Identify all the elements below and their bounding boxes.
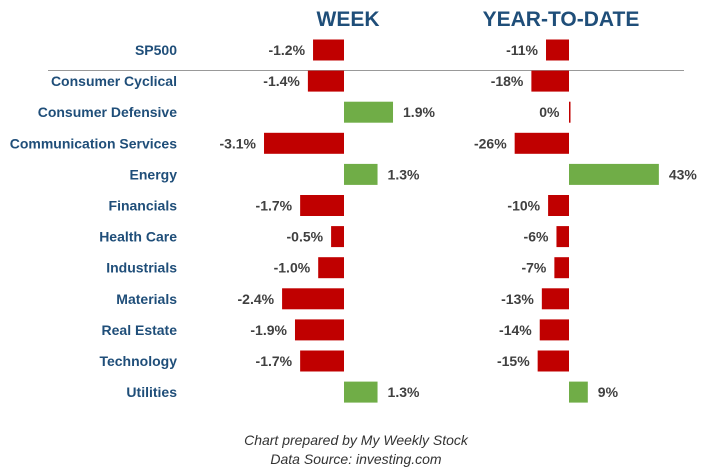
category-label-technology: Technology: [99, 353, 177, 369]
ytd-bar-energy: [569, 163, 659, 185]
week-value-label-industrials: -1.0%: [274, 260, 311, 276]
ytd-bar-technology: [537, 350, 569, 372]
ytd-value-label-energy: 43%: [669, 166, 698, 182]
ytd-value-label-sp500: -11%: [506, 42, 538, 58]
ytd-value-label-consumer-cyclical: -18%: [491, 73, 524, 89]
week-bar-communication-services: [264, 132, 344, 154]
week-value-label-consumer-defensive: 1.9%: [403, 104, 435, 120]
footer-credit: Chart prepared by My Weekly Stock: [244, 432, 468, 448]
week-bar-financials: [300, 195, 344, 216]
week-value-label-sp500: -1.2%: [268, 42, 305, 58]
category-label-consumer-defensive: Consumer Defensive: [38, 104, 177, 120]
week-value-label-financials: -1.7%: [256, 198, 293, 214]
category-label-real-estate: Real Estate: [102, 322, 178, 338]
week-bar-utilities: [344, 381, 378, 403]
ytd-panel-title: YEAR-TO-DATE: [483, 8, 640, 31]
category-label-energy: Energy: [130, 166, 178, 182]
week-value-label-materials: -2.4%: [238, 291, 275, 307]
category-label-financials: Financials: [109, 198, 178, 214]
week-value-label-energy: 1.3%: [388, 166, 420, 182]
week-value-label-real-estate: -1.9%: [250, 322, 287, 338]
ytd-bar-consumer-defensive: [569, 101, 571, 123]
ytd-bar-sp500: [546, 39, 569, 61]
week-panel-title: WEEK: [317, 8, 380, 31]
week-bar-consumer-defensive: [344, 101, 394, 123]
week-value-label-technology: -1.7%: [256, 353, 293, 369]
week-value-label-communication-services: -3.1%: [219, 135, 256, 151]
ytd-bar-utilities: [569, 381, 588, 403]
week-bar-industrials: [318, 257, 344, 279]
ytd-value-label-consumer-defensive: 0%: [539, 104, 560, 120]
category-label-materials: Materials: [116, 291, 177, 307]
ytd-bar-industrials: [554, 257, 569, 279]
week-bar-consumer-cyclical: [307, 70, 344, 92]
ytd-value-label-utilities: 9%: [598, 384, 619, 400]
week-bar-health-care: [331, 226, 344, 248]
week-bar-energy: [344, 163, 378, 185]
ytd-bar-consumer-cyclical: [531, 70, 569, 92]
ytd-bar-communication-services: [514, 132, 569, 154]
ytd-value-label-financials: -10%: [507, 198, 540, 214]
category-label-health-care: Health Care: [99, 229, 177, 245]
category-label-sp500: SP500: [135, 42, 177, 58]
category-label-industrials: Industrials: [106, 260, 177, 276]
ytd-value-label-industrials: -7%: [521, 260, 546, 276]
ytd-value-label-health-care: -6%: [524, 229, 549, 245]
week-value-label-health-care: -0.5%: [287, 229, 324, 245]
week-value-label-consumer-cyclical: -1.4%: [263, 73, 300, 89]
category-label-consumer-cyclical: Consumer Cyclical: [51, 73, 177, 89]
week-value-label-utilities: 1.3%: [388, 384, 420, 400]
ytd-value-label-materials: -13%: [501, 291, 534, 307]
footer-source: Data Source: investing.com: [270, 451, 442, 467]
week-bar-materials: [282, 288, 344, 310]
ytd-bar-real-estate: [539, 319, 569, 341]
ytd-bar-materials: [541, 288, 569, 310]
ytd-bar-health-care: [556, 226, 569, 248]
ytd-value-label-communication-services: -26%: [474, 135, 507, 151]
week-bar-technology: [300, 350, 344, 372]
category-label-communication-services: Communication Services: [10, 135, 177, 151]
week-bar-real-estate: [294, 319, 344, 341]
ytd-value-label-real-estate: -14%: [499, 322, 532, 338]
ytd-bar-financials: [548, 195, 569, 216]
category-label-utilities: Utilities: [126, 384, 177, 400]
week-bar-sp500: [313, 39, 344, 61]
ytd-value-label-technology: -15%: [497, 353, 530, 369]
